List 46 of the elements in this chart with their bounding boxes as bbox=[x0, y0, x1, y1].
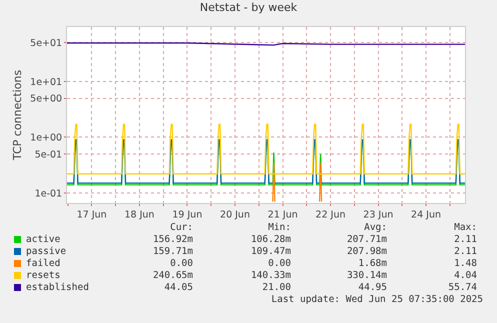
text: 55.74 bbox=[448, 282, 477, 294]
y-tick-label: 1e+01 bbox=[30, 76, 62, 88]
text: 109.47m bbox=[250, 246, 291, 258]
text: 207.98m bbox=[346, 246, 387, 258]
x-tick-label: 22 Jun bbox=[316, 209, 346, 220]
y-tick-label: 5e-01 bbox=[34, 149, 62, 160]
text: 207.71m bbox=[346, 234, 387, 246]
legend-label: passive bbox=[26, 246, 66, 258]
text: 140.33m bbox=[250, 270, 291, 282]
text: 44.05 bbox=[164, 282, 193, 294]
text: 240.65m bbox=[152, 270, 193, 282]
text: Last update: Wed Jun 25 07:35:00 2025 bbox=[271, 294, 483, 306]
text: 330.14m bbox=[346, 270, 387, 282]
text: Cur: bbox=[170, 222, 193, 234]
text: 156.92m bbox=[152, 234, 193, 246]
x-tick-label: 19 Jun bbox=[172, 209, 202, 220]
y-tick-label: 5e+01 bbox=[30, 38, 62, 49]
legend-label: resets bbox=[26, 270, 60, 282]
text: 159.71m bbox=[152, 246, 193, 258]
legend-label: active bbox=[26, 234, 60, 246]
text: 44.95 bbox=[358, 282, 387, 294]
y-tick-label: 1e+00 bbox=[30, 132, 62, 144]
text: 1.48 bbox=[454, 258, 477, 270]
text: 106.28m bbox=[250, 234, 291, 246]
text: Max: bbox=[454, 222, 477, 234]
text: 4.04 bbox=[454, 270, 477, 282]
text: Min: bbox=[268, 222, 291, 234]
x-tick-label: 20 Jun bbox=[220, 209, 250, 220]
x-tick-label: 21 Jun bbox=[268, 209, 298, 220]
x-tick-label: 17 Jun bbox=[76, 209, 107, 220]
legend-label: established bbox=[26, 282, 89, 294]
y-tick-label: 5e+00 bbox=[30, 94, 62, 105]
x-tick-label: 24 Jun bbox=[411, 209, 442, 220]
text: 0.00 bbox=[170, 258, 193, 270]
text: 2.11 bbox=[454, 234, 477, 246]
text: 21.00 bbox=[262, 282, 291, 294]
y-axis-title: TCP connections bbox=[10, 70, 24, 162]
text: 1.68m bbox=[358, 258, 387, 270]
legend-label: failed bbox=[26, 258, 60, 270]
chart-title: Netstat - by week bbox=[200, 1, 298, 14]
text: 0.00 bbox=[268, 258, 291, 270]
y-tick-label: 1e-01 bbox=[34, 188, 62, 200]
text: 2.11 bbox=[454, 246, 477, 258]
text: Avg: bbox=[364, 222, 387, 234]
x-tick-label: 18 Jun bbox=[124, 209, 154, 220]
x-tick-label: 23 Jun bbox=[363, 209, 394, 220]
